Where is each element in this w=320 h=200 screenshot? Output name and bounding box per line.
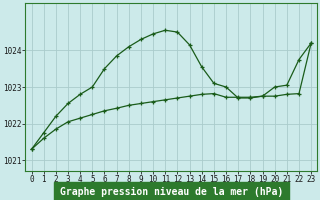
- X-axis label: Graphe pression niveau de la mer (hPa): Graphe pression niveau de la mer (hPa): [60, 187, 283, 197]
